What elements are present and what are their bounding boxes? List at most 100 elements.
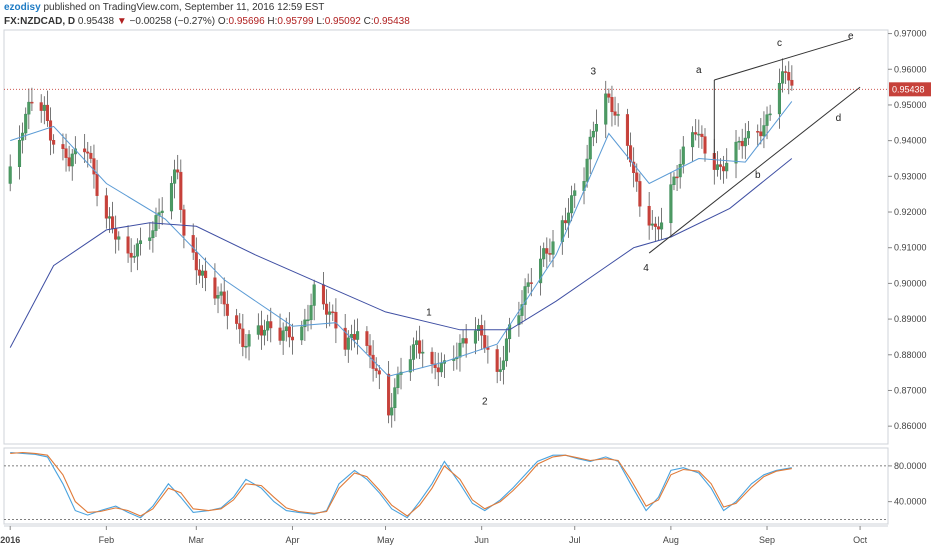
candle-body	[740, 140, 744, 147]
candle-body	[148, 237, 152, 241]
candle-up	[148, 223, 152, 250]
candle-up	[312, 279, 316, 321]
candle-body	[346, 337, 350, 350]
candle-body	[312, 284, 316, 306]
candle-up	[132, 244, 136, 263]
candle-down	[290, 323, 295, 355]
candle-down	[784, 65, 788, 85]
candle-down	[179, 159, 183, 223]
candle-body	[542, 248, 546, 260]
candle-up	[523, 278, 527, 320]
candle-up	[746, 120, 750, 146]
candle-down	[95, 159, 99, 207]
candle-up	[737, 136, 741, 150]
candle-body	[694, 132, 698, 135]
candle-up	[669, 172, 673, 238]
candle-body	[529, 282, 533, 284]
candle-up	[591, 121, 595, 147]
candle-body	[200, 270, 205, 276]
candle-down	[83, 133, 87, 163]
candle-down	[182, 204, 186, 249]
candle-body	[213, 277, 217, 299]
candle-body	[173, 169, 177, 184]
candle-body	[194, 252, 198, 271]
candle-body	[107, 216, 112, 219]
candle-up	[455, 342, 459, 370]
candle-body	[784, 71, 788, 73]
candle-body	[504, 338, 509, 362]
fast-moving-average-line	[10, 101, 793, 377]
candle-body	[393, 387, 397, 408]
candle-down	[694, 119, 698, 141]
candle-down	[176, 154, 180, 180]
candle-up	[442, 354, 446, 379]
candle-up	[306, 304, 310, 332]
candle-body	[303, 319, 307, 328]
candle-body	[287, 326, 291, 338]
candle-up	[734, 129, 738, 179]
low-value: 0.95092	[324, 16, 361, 27]
candle-body	[86, 151, 90, 154]
candle-down	[287, 312, 291, 348]
candle-body	[290, 336, 295, 341]
candle-body	[570, 195, 574, 214]
candle-down	[548, 238, 552, 262]
candle-up	[542, 242, 546, 267]
candle-up	[247, 330, 251, 361]
candle-up	[439, 352, 443, 377]
candle-up	[573, 183, 577, 208]
candle-down	[607, 88, 611, 103]
symbol-label[interactable]: FX:NZDCAD, D	[4, 16, 76, 27]
candle-body	[225, 303, 229, 316]
candle-body	[675, 176, 679, 179]
candle-up	[570, 185, 574, 222]
candle-up	[421, 339, 425, 369]
candle-body	[365, 331, 369, 346]
candle-body	[126, 236, 130, 254]
candle-body	[114, 228, 118, 240]
candle-down	[269, 307, 273, 343]
time-tick-label: Apr	[285, 535, 299, 545]
candle-body	[746, 131, 750, 139]
candle-down	[480, 314, 484, 350]
candle-body	[204, 270, 208, 279]
candle-body	[520, 304, 524, 316]
wave-label-4: 4	[643, 263, 649, 274]
high-value: 0.95799	[277, 16, 314, 27]
candle-up	[473, 317, 478, 355]
candle-down	[656, 216, 661, 241]
candle-body	[585, 158, 589, 182]
candle-up	[135, 238, 139, 271]
price-tick-label: 0.88000	[894, 350, 927, 360]
candle-down	[632, 147, 636, 188]
candle-body	[526, 282, 530, 287]
candle-down	[191, 223, 195, 260]
candle-body	[501, 360, 505, 370]
candle-up	[414, 330, 419, 359]
candle-body	[396, 374, 400, 388]
candle-body	[650, 223, 654, 226]
wave-label-d: d	[836, 113, 842, 124]
candle-down	[718, 158, 723, 180]
candle-up	[157, 198, 161, 229]
candle-down	[563, 207, 567, 231]
author-link[interactable]: ezodisy	[4, 2, 41, 13]
candle-up	[154, 207, 158, 237]
candle-body	[610, 97, 614, 113]
candle-body	[703, 136, 707, 154]
candle-body	[591, 131, 595, 138]
candle-body	[95, 173, 99, 196]
candle-down	[436, 352, 440, 387]
candle-up	[8, 154, 12, 192]
candle-up	[151, 221, 155, 253]
price-tick-label: 0.91000	[894, 243, 927, 253]
candle-body	[759, 131, 763, 137]
candle-body	[777, 82, 781, 115]
close-label: C:	[363, 16, 374, 27]
last-price-badge	[889, 82, 931, 97]
candle-down	[114, 215, 118, 254]
candle-body	[334, 311, 338, 329]
candle-body	[566, 212, 571, 224]
candle-body	[464, 338, 468, 344]
